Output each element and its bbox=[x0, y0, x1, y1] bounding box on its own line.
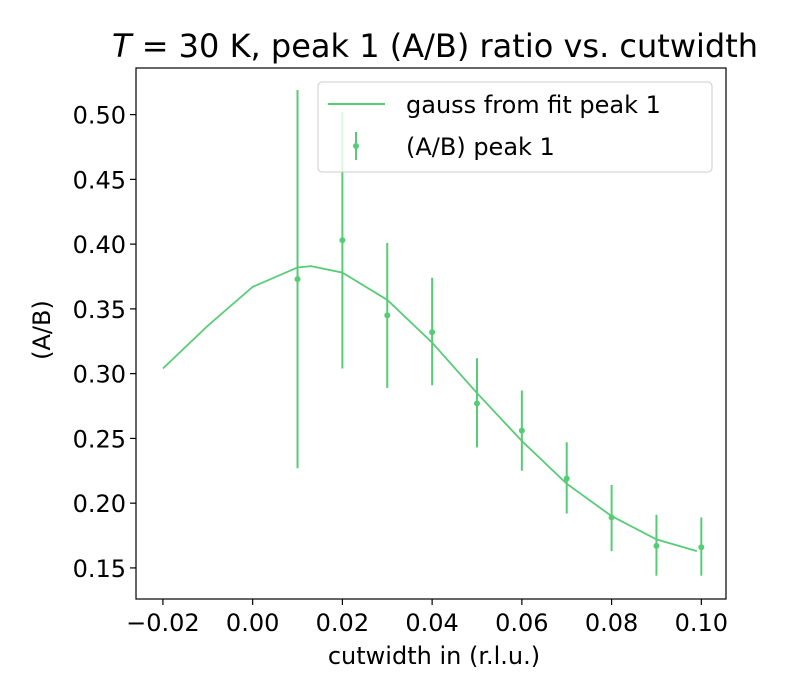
data-point-8 bbox=[608, 514, 615, 521]
x-tick-label-7: 0.10 bbox=[675, 609, 728, 637]
x-tick-label-5: 0.06 bbox=[495, 609, 548, 637]
y-tick-label-8: 0.50 bbox=[73, 102, 126, 130]
y-axis: 0.15 0.20 0.25 0.30 0.35 0.40 0.45 0.50 bbox=[73, 102, 136, 583]
legend-label-fit: gauss from fit peak 1 bbox=[406, 91, 661, 119]
chart-title-rest: = 30 K, peak 1 (A/B) ratio vs. cutwidth bbox=[132, 27, 759, 65]
x-axis-label: cutwidth in (r.l.u.) bbox=[328, 642, 540, 670]
x-tick-label-1: −0.02 bbox=[126, 609, 200, 637]
x-tick-label-4: 0.04 bbox=[405, 609, 458, 637]
x-tick-label-6: 0.08 bbox=[585, 609, 638, 637]
legend: gauss from fit peak 1 (A/B) peak 1 bbox=[317, 81, 713, 173]
chart-title: T = 30 K, peak 1 (A/B) ratio vs. cutwidt… bbox=[112, 27, 758, 65]
y-tick-label-4: 0.30 bbox=[73, 361, 126, 389]
data-point-6 bbox=[518, 427, 525, 434]
x-axis: −0.02 0.00 0.02 0.04 0.06 0.08 0.10 bbox=[126, 599, 728, 637]
y-tick-label-2: 0.20 bbox=[73, 490, 126, 518]
data-point-7 bbox=[563, 475, 570, 482]
plot-frame bbox=[135, 67, 727, 600]
chart-title-prefix: T bbox=[112, 27, 134, 65]
y-axis-label: (A/B) bbox=[28, 300, 56, 360]
data-point-5 bbox=[473, 400, 480, 407]
fit-curve bbox=[162, 265, 698, 552]
y-tick-label-6: 0.40 bbox=[73, 231, 126, 259]
data-point-9 bbox=[653, 542, 660, 549]
x-tick-label-3: 0.02 bbox=[316, 609, 369, 637]
data-point-3 bbox=[384, 312, 391, 319]
data-point-1 bbox=[294, 276, 301, 283]
legend-box bbox=[317, 81, 713, 173]
data-point-4 bbox=[429, 329, 436, 336]
plot-area bbox=[162, 90, 705, 576]
y-tick-label-5: 0.35 bbox=[73, 296, 126, 324]
data-point-10 bbox=[698, 544, 705, 551]
y-tick-label-3: 0.25 bbox=[73, 425, 126, 453]
legend-marker-swatch bbox=[353, 143, 359, 149]
x-tick-label-2: 0.00 bbox=[226, 609, 279, 637]
legend-label-data: (A/B) peak 1 bbox=[406, 133, 555, 161]
data-point-2 bbox=[339, 237, 346, 244]
y-tick-label-1: 0.15 bbox=[73, 555, 126, 583]
y-tick-label-7: 0.45 bbox=[73, 166, 126, 194]
